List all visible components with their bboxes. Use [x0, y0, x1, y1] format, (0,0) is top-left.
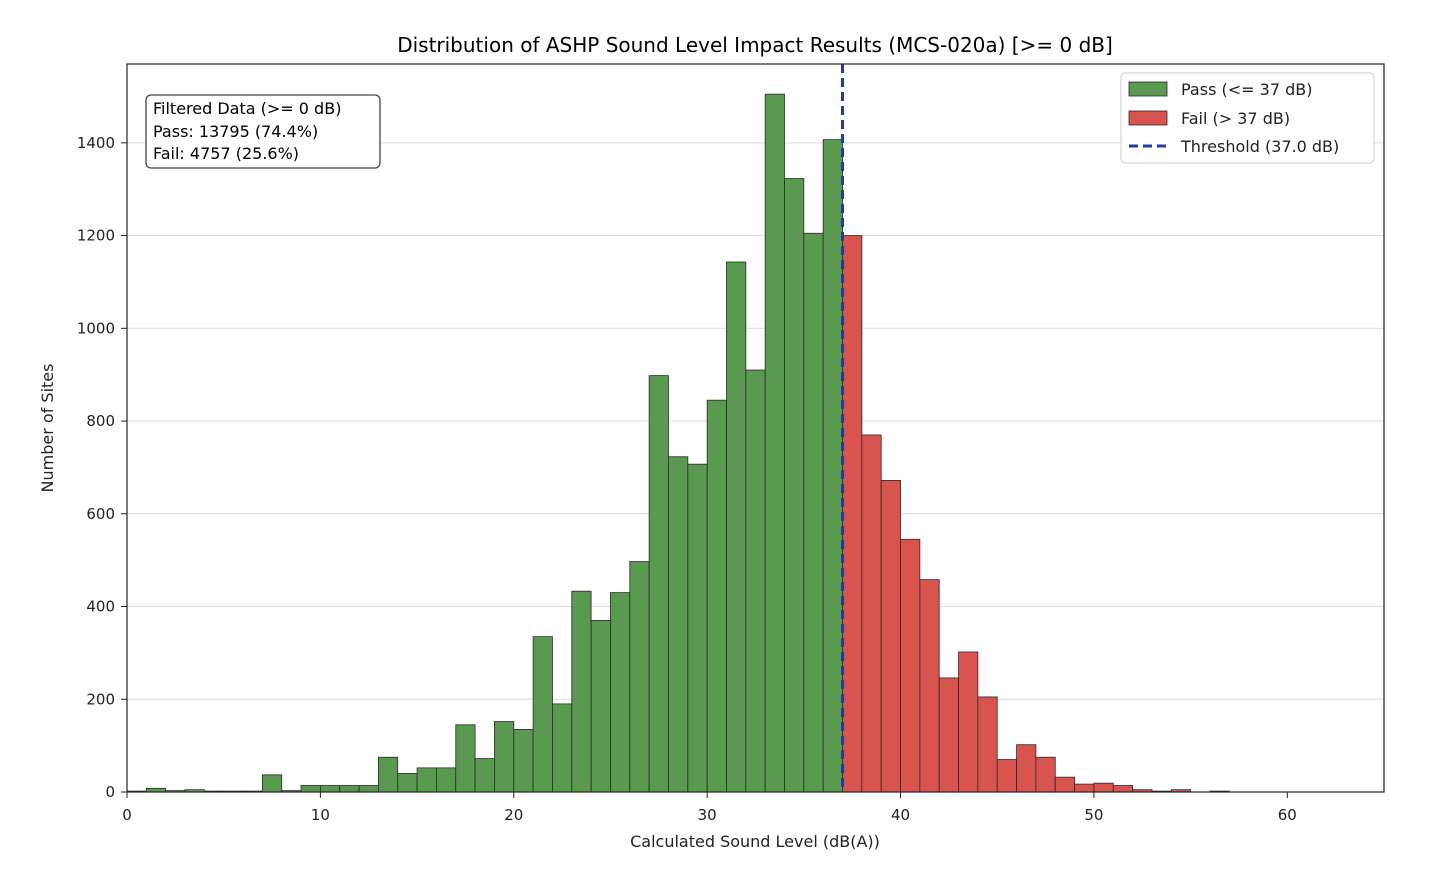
- legend-swatch-pass: [1128, 81, 1168, 97]
- bar-pass-31: [726, 261, 747, 793]
- bar-pass-36: [822, 139, 843, 793]
- bar-pass-24: [590, 620, 611, 793]
- y-tick-label: 1000: [77, 319, 115, 337]
- bar-pass-34: [784, 178, 805, 793]
- bar-fail-38: [861, 434, 882, 793]
- bar-pass-18: [474, 758, 495, 793]
- bar-pass-25: [610, 592, 631, 793]
- y-tick-label: 1200: [77, 227, 115, 245]
- bar-pass-27: [648, 375, 669, 793]
- y-tick-label: 0: [105, 783, 115, 801]
- bar-pass-29: [687, 463, 708, 793]
- bar-pass-35: [803, 232, 824, 793]
- bar-pass-9: [300, 785, 321, 793]
- y-tick-label: 400: [86, 598, 115, 616]
- bar-fail-44: [977, 696, 998, 793]
- bar-pass-32: [745, 369, 766, 793]
- bars: [126, 93, 1230, 793]
- legend-label-threshold: Threshold (37.0 dB): [1180, 137, 1339, 156]
- bar-fail-40: [900, 538, 921, 793]
- bar-pass-10: [319, 785, 341, 793]
- x-axis-ticks: 0 10 20 30 40 50 60: [122, 792, 1297, 824]
- x-tick-label: 40: [891, 806, 910, 824]
- bar-pass-15: [416, 767, 437, 793]
- x-tick-label: 60: [1278, 806, 1297, 824]
- annotation-line-2: Pass: 13795 (74.4%): [153, 122, 318, 141]
- x-axis-label: Calculated Sound Level (dB(A)): [630, 832, 880, 851]
- y-axis-ticks: 0 200 400 600 800 1000 1200 1400: [77, 134, 127, 801]
- bar-fail-41: [919, 579, 940, 793]
- bar-fail-37: [842, 235, 863, 793]
- y-tick-label: 600: [86, 505, 115, 523]
- bar-pass-30: [706, 399, 727, 793]
- bar-pass-23: [571, 590, 592, 793]
- y-tick-label: 200: [86, 690, 115, 708]
- bar-pass-26: [629, 561, 650, 793]
- bar-pass-13: [377, 756, 399, 793]
- bar-fail-51: [1112, 785, 1134, 793]
- stats-annotation: Filtered Data (>= 0 dB) Pass: 13795 (74.…: [145, 94, 381, 169]
- annotation-line-3: Fail: 4757 (25.6%): [153, 144, 299, 163]
- bar-fail-47: [1035, 756, 1056, 793]
- bar-pass-12: [358, 785, 379, 793]
- bar-pass-7: [261, 774, 283, 793]
- x-tick-label: 50: [1084, 806, 1103, 824]
- legend-label-fail: Fail (> 37 dB): [1181, 109, 1290, 128]
- y-tick-label: 800: [86, 412, 115, 430]
- x-tick-label: 20: [504, 806, 523, 824]
- y-tick-label: 1400: [77, 134, 115, 152]
- y-axis-label: Number of Sites: [38, 364, 57, 493]
- bar-fail-45: [996, 759, 1017, 793]
- x-tick-label: 0: [122, 806, 132, 824]
- bar-fail-49: [1074, 783, 1095, 793]
- bar-fail-42: [938, 677, 959, 793]
- legend-label-pass: Pass (<= 37 dB): [1181, 80, 1312, 99]
- legend-box: [1120, 72, 1375, 164]
- bar-pass-14: [397, 773, 418, 793]
- chart-title: Distribution of ASHP Sound Level Impact …: [397, 33, 1113, 57]
- bar-pass-16: [436, 767, 457, 793]
- bar-fail-50: [1093, 782, 1114, 793]
- legend: Pass (<= 37 dB) Fail (> 37 dB) Threshold…: [1120, 72, 1375, 164]
- x-tick-label: 30: [698, 806, 717, 824]
- bar-pass-19: [494, 721, 515, 793]
- x-tick-label: 10: [311, 806, 330, 824]
- bar-pass-17: [455, 724, 476, 793]
- bar-pass-20: [513, 729, 534, 793]
- bar-fail-48: [1054, 776, 1075, 793]
- bar-pass-21: [532, 636, 553, 793]
- bar-pass-33: [764, 93, 785, 793]
- legend-swatch-fail: [1128, 110, 1168, 126]
- bar-fail-43: [958, 651, 979, 793]
- bar-fail-46: [1016, 744, 1037, 793]
- annotation-box: [145, 94, 381, 169]
- bar-pass-11: [339, 785, 360, 793]
- bar-pass-28: [668, 456, 689, 793]
- bar-pass-22: [552, 703, 573, 793]
- annotation-line-1: Filtered Data (>= 0 dB): [153, 99, 341, 118]
- plot-frame: [126, 63, 1385, 793]
- bar-fail-39: [880, 479, 901, 793]
